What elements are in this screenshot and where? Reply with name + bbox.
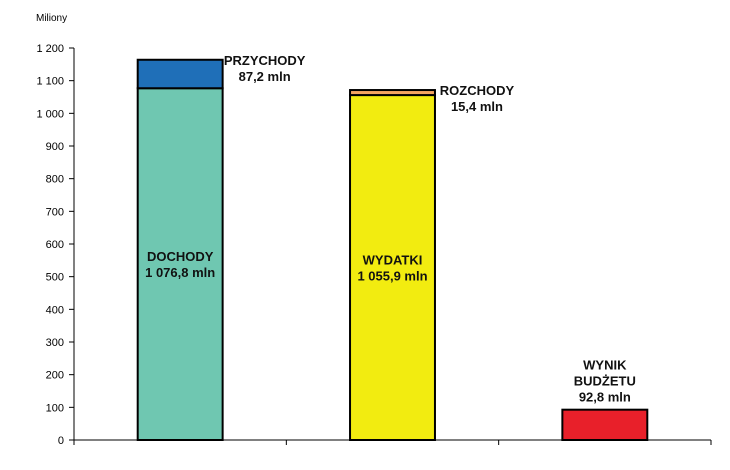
y-tick-label: 900	[46, 141, 64, 153]
y-tick-label: 0	[58, 435, 64, 447]
y-tick-label: 200	[46, 370, 64, 382]
data-label: PRZYCHODY	[224, 53, 306, 68]
bars	[136, 58, 649, 442]
bar-segment	[136, 87, 224, 441]
data-label: BUDŻETU	[574, 374, 636, 389]
data-label: WYNIK	[583, 358, 627, 373]
data-label: 92,8 mln	[579, 390, 631, 405]
y-tick-label: 700	[46, 206, 64, 218]
y-tick-label: 400	[46, 304, 64, 316]
data-label: DOCHODY	[147, 249, 214, 264]
data-label: WYDATKI	[363, 253, 423, 268]
bar-segment	[136, 58, 224, 90]
y-tick-label: 100	[46, 402, 64, 414]
data-label: 87,2 mln	[239, 69, 291, 84]
y-axis-label: Miliony	[36, 13, 67, 24]
y-tick-label: 800	[46, 174, 64, 186]
bar-segment	[349, 94, 436, 442]
bar-segment	[561, 408, 649, 441]
y-tick-label: 1 000	[36, 108, 64, 120]
y-tick-label: 300	[46, 337, 64, 349]
data-label: 1 055,9 mln	[357, 269, 427, 284]
bar-segment	[349, 89, 436, 97]
y-tick-label: 1 100	[36, 76, 64, 88]
y-tick-label: 500	[46, 272, 64, 284]
data-label: 15,4 mln	[451, 99, 503, 114]
data-label: ROZCHODY	[440, 83, 515, 98]
data-label: 1 076,8 mln	[145, 265, 215, 280]
y-tick-label: 1 200	[36, 43, 64, 55]
y-tick-label: 600	[46, 239, 64, 251]
